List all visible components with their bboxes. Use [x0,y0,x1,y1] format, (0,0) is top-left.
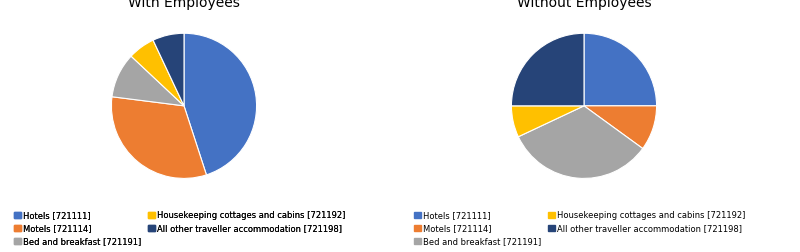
Wedge shape [584,33,657,106]
Wedge shape [584,106,657,148]
Title: With Employees: With Employees [128,0,240,10]
Wedge shape [511,106,584,137]
Wedge shape [131,40,184,106]
Wedge shape [112,56,184,106]
Title: Without Employees: Without Employees [517,0,651,10]
Legend: Hotels [721111], Motels [721114], Bed and breakfast [721191], Housekeeping cotta: Hotels [721111], Motels [721114], Bed an… [412,209,747,248]
Wedge shape [511,33,584,106]
Wedge shape [184,33,257,175]
Legend: Hotels [721111], Motels [721114], Bed and breakfast [721191], Housekeeping cotta: Hotels [721111], Motels [721114], Bed an… [12,209,347,248]
Wedge shape [111,97,206,178]
Wedge shape [153,33,184,106]
Wedge shape [518,106,642,178]
